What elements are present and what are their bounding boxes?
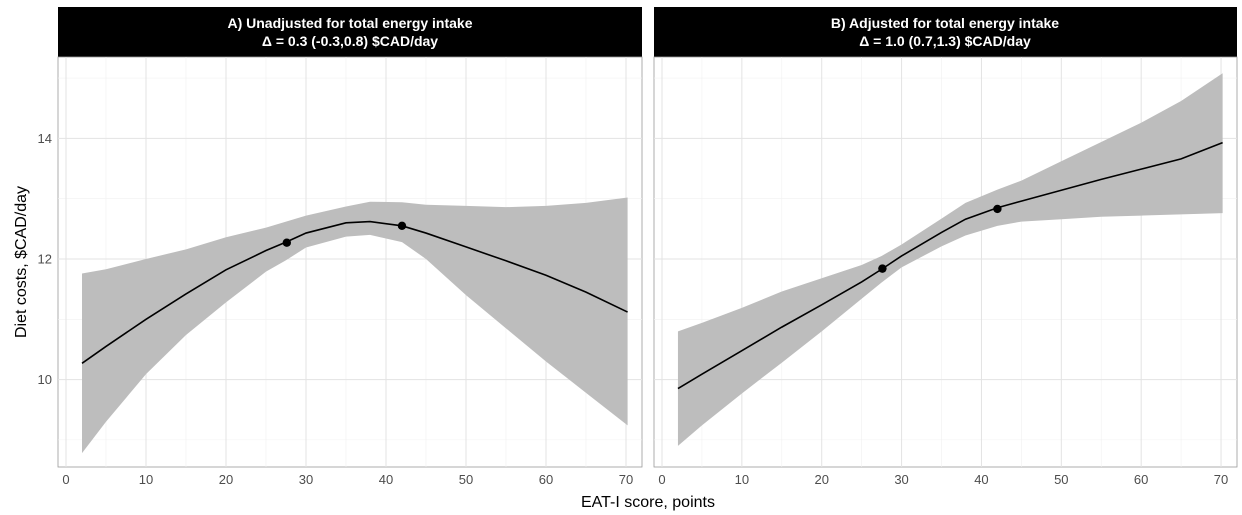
panel-b-x-tick-label: 0 xyxy=(658,472,665,487)
panel-b-x-tick-label: 10 xyxy=(735,472,749,487)
panel-a-x-tick-label: 10 xyxy=(139,472,153,487)
panel-a-strip xyxy=(58,7,642,57)
panel-b-confidence-band xyxy=(677,73,1223,446)
panel-a-x-tick-label: 30 xyxy=(299,472,313,487)
panel-b-strip xyxy=(654,7,1237,57)
panel-b: B) Adjusted for total energy intake Δ = … xyxy=(653,7,1238,487)
panel-a: A) Unadjusted for total energy intake Δ … xyxy=(38,7,643,487)
panel-b-fit-line xyxy=(677,141,1223,390)
panel-a-x-tick-labels: 0 10 20 30 40 50 60 70 xyxy=(62,472,633,487)
panel-a-title-line2: Δ = 0.3 (-0.3,0.8) $CAD/day xyxy=(262,33,438,49)
panel-a-x-tick-label: 0 xyxy=(62,472,69,487)
panel-b-x-tick-labels: 0 10 20 30 40 50 60 70 xyxy=(658,472,1228,487)
panel-b-data-layer xyxy=(677,73,1223,446)
panel-b-x-tick-label: 40 xyxy=(974,472,988,487)
panel-a-y-tick-label: 12 xyxy=(38,251,52,266)
panel-a-x-tick-label: 50 xyxy=(459,472,473,487)
panel-b-x-tick-label: 20 xyxy=(814,472,828,487)
panel-b-x-tick-label: 60 xyxy=(1134,472,1148,487)
panel-a-y-tick-label: 14 xyxy=(38,131,52,146)
panel-b-x-tick-label: 50 xyxy=(1054,472,1068,487)
panel-b-data-point xyxy=(878,264,887,273)
panel-a-data-layer xyxy=(81,197,628,454)
y-axis-title: Diet costs, $CAD/day xyxy=(13,186,30,338)
panel-b-x-tick-label: 30 xyxy=(894,472,908,487)
panel-b-title-line1: B) Adjusted for total energy intake xyxy=(831,15,1059,31)
panel-a-confidence-band xyxy=(82,197,628,454)
panel-a-x-tick-label: 40 xyxy=(379,472,393,487)
panel-b-x-tick-label: 70 xyxy=(1214,472,1228,487)
panel-b-title-line2: Δ = 1.0 (0.7,1.3) $CAD/day xyxy=(859,33,1031,49)
panel-a-y-tick-labels: 10 12 14 xyxy=(38,131,52,387)
panel-a-x-tick-label: 60 xyxy=(539,472,553,487)
x-axis-title: EAT-I score, points xyxy=(581,494,715,511)
panel-a-data-point xyxy=(282,238,291,247)
panel-a-x-tick-label: 70 xyxy=(619,472,633,487)
panel-a-title-line1: A) Unadjusted for total energy intake xyxy=(227,15,472,31)
panel-a-x-tick-label: 20 xyxy=(219,472,233,487)
panel-a-y-tick-label: 10 xyxy=(38,372,52,387)
panel-a-fit-line xyxy=(81,220,628,364)
panel-b-data-point xyxy=(993,204,1002,214)
panel-a-data-point xyxy=(397,221,407,231)
